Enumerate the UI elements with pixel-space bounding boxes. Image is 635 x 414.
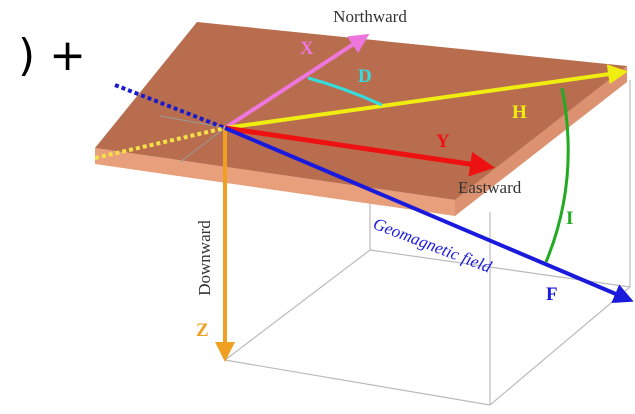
corner-text: ) + [18, 30, 86, 81]
x-label: X [300, 38, 314, 59]
z-label: Z [196, 320, 209, 341]
plate-side [455, 66, 627, 216]
f-label: F [546, 284, 558, 305]
field-extension [114, 83, 226, 130]
x-vector [223, 33, 370, 130]
h-vector [224, 64, 628, 130]
f-vector [224, 126, 634, 303]
downward-label: Downward [195, 220, 214, 296]
d-arc [307, 76, 383, 107]
h-extension [94, 126, 226, 160]
h-label: H [512, 102, 527, 123]
y-vector [224, 125, 495, 177]
plate-front [95, 148, 455, 216]
d-label: D [358, 66, 372, 87]
box [224, 80, 631, 406]
field-label: Geomagnetic field [371, 214, 495, 277]
plate-line [179, 127, 226, 163]
eastward-label: Eastward [458, 178, 522, 197]
northward-label: Northward [333, 7, 407, 26]
i-label: I [566, 208, 573, 229]
y-label: Y [436, 131, 450, 152]
i-arc [544, 87, 570, 263]
